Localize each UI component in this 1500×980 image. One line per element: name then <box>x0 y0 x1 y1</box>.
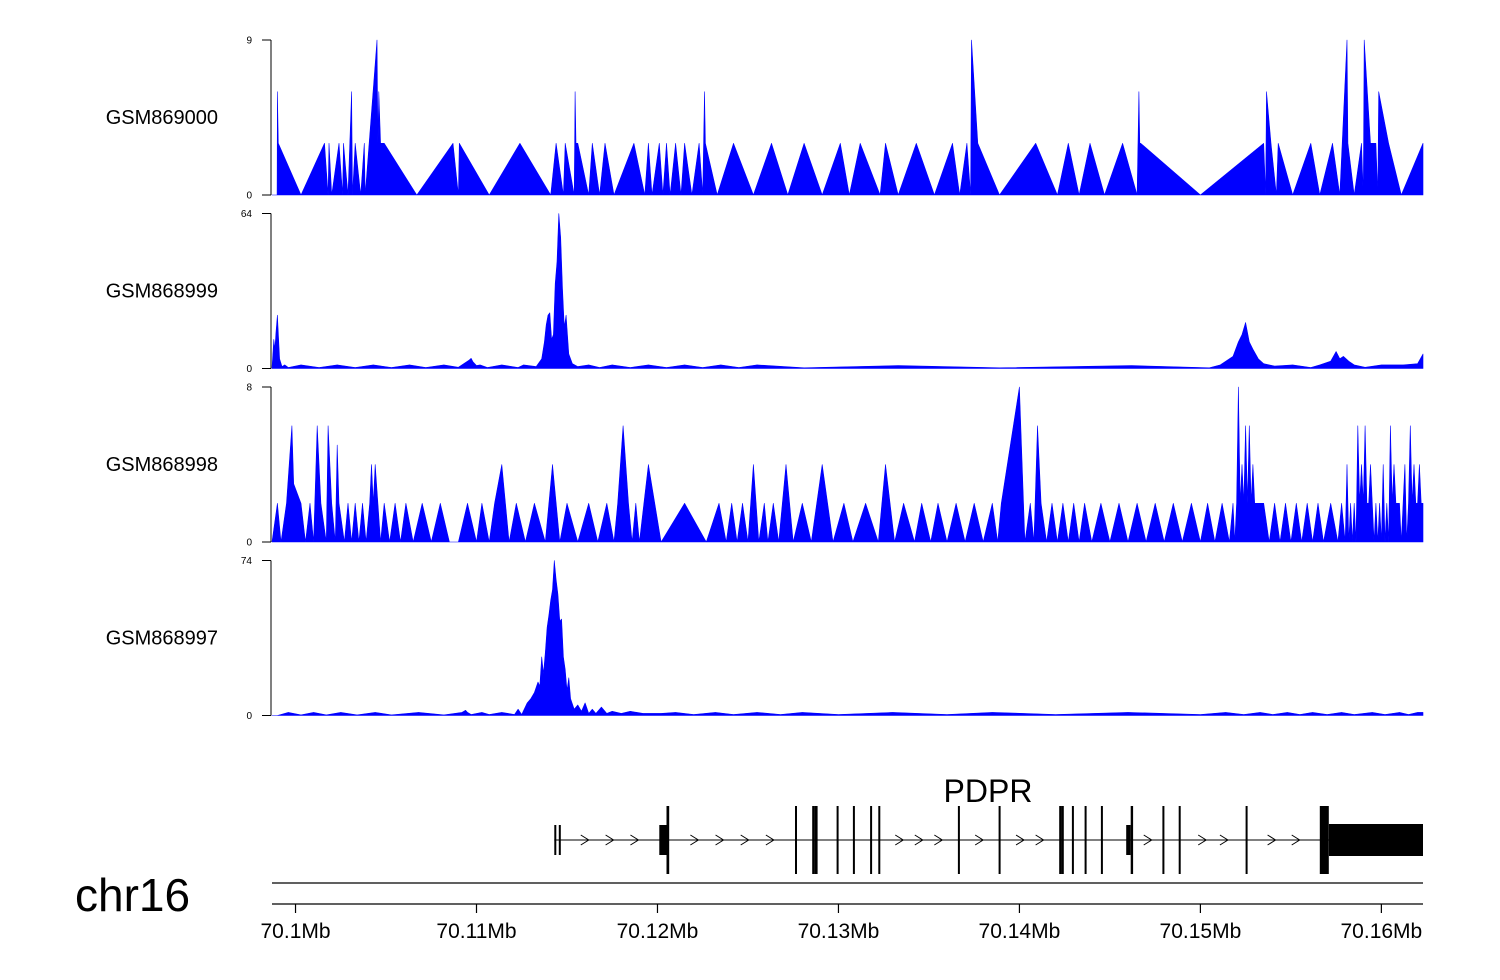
exon <box>1328 824 1423 856</box>
axis-tick-label: 70.15Mb <box>1160 920 1242 943</box>
exon <box>1126 825 1131 855</box>
strand-arrow <box>580 834 590 846</box>
exon <box>558 825 561 855</box>
exon <box>1319 806 1329 874</box>
exon <box>1162 806 1165 874</box>
axis-tick-label: 70.1Mb <box>261 920 331 943</box>
track-label: GSM869000 <box>106 107 218 129</box>
y-max-label: 74 <box>241 556 253 567</box>
exon <box>1245 806 1248 874</box>
axis-tick-label: 70.16Mb <box>1341 920 1423 943</box>
track-GSM868997: GSM868997 74 0 <box>106 556 1424 722</box>
strand-arrow <box>934 834 944 846</box>
y-min-label: 0 <box>246 364 252 375</box>
exon <box>554 825 557 855</box>
axis-tick-label: 70.11Mb <box>436 920 516 943</box>
exon <box>659 825 667 855</box>
strand-arrow <box>1143 834 1153 846</box>
strand-arrow <box>894 834 905 846</box>
strand-arrow <box>914 834 924 846</box>
strand-arrow <box>974 834 985 846</box>
axis-tick-label: 70.14Mb <box>979 920 1061 943</box>
y-max-label: 64 <box>241 209 253 220</box>
exon <box>957 806 960 874</box>
exon <box>1084 806 1087 874</box>
strand-arrow <box>765 834 775 846</box>
strand-arrow <box>690 834 700 846</box>
strand-arrow <box>1035 834 1045 846</box>
strand-arrow <box>630 834 640 846</box>
exon <box>1061 806 1064 874</box>
coverage-area <box>271 560 1424 716</box>
exon <box>836 806 839 874</box>
strand-arrow <box>1267 834 1277 846</box>
track-label: GSM868999 <box>106 281 218 303</box>
axis-ticks: 70.1Mb 70.11Mb 70.12Mb 70.13Mb 70.14Mb 70.15M… <box>261 904 1423 943</box>
strand-arrow <box>715 834 725 846</box>
track-GSM869000: GSM869000 9 0 <box>106 36 1424 202</box>
track-label: GSM868998 <box>106 454 218 476</box>
data-tracks: GSM86900090GSM868999640GSM86899880GSM868… <box>106 36 1424 722</box>
strand-arrow <box>605 834 615 846</box>
exon <box>812 806 815 874</box>
coverage-area <box>271 39 1424 196</box>
strand-arrow <box>1197 834 1208 846</box>
exon <box>878 806 881 874</box>
y-min-label: 0 <box>246 538 252 549</box>
exon <box>1178 806 1181 874</box>
exon <box>852 806 855 874</box>
y-max-label: 8 <box>246 383 252 394</box>
y-max-label: 9 <box>246 36 252 47</box>
gene-track: PDPR <box>554 773 1423 874</box>
exon <box>795 806 797 874</box>
exon <box>814 806 818 874</box>
gene-model <box>554 806 1423 874</box>
exon <box>1100 806 1103 874</box>
track-label: GSM868997 <box>106 628 218 650</box>
exon <box>1071 806 1074 874</box>
chromosome-label: chr16 <box>75 869 190 921</box>
axis-tick-label: 70.13Mb <box>798 920 880 943</box>
exon <box>1059 806 1062 874</box>
track-GSM868999: GSM868999 64 0 <box>106 209 1424 375</box>
exon <box>666 806 670 874</box>
strand-arrow <box>1015 834 1025 846</box>
strand-arrow <box>1219 834 1229 846</box>
y-min-label: 0 <box>246 191 252 202</box>
exon <box>998 806 1001 874</box>
coverage-area <box>271 213 1424 369</box>
axis-tick-label: 70.12Mb <box>617 920 699 943</box>
strand-arrow <box>1291 834 1301 846</box>
gene-label: PDPR <box>944 773 1033 809</box>
y-min-label: 0 <box>246 711 252 722</box>
strand-arrow <box>740 834 750 846</box>
exon <box>1130 806 1134 874</box>
genome-axis: chr16 70.1Mb 70.11Mb 70.12Mb 70.13Mb 70.14Mb… <box>75 869 1423 943</box>
coverage-area <box>271 386 1424 543</box>
track-GSM868998: GSM868998 8 0 <box>106 383 1424 549</box>
exon <box>870 806 873 874</box>
